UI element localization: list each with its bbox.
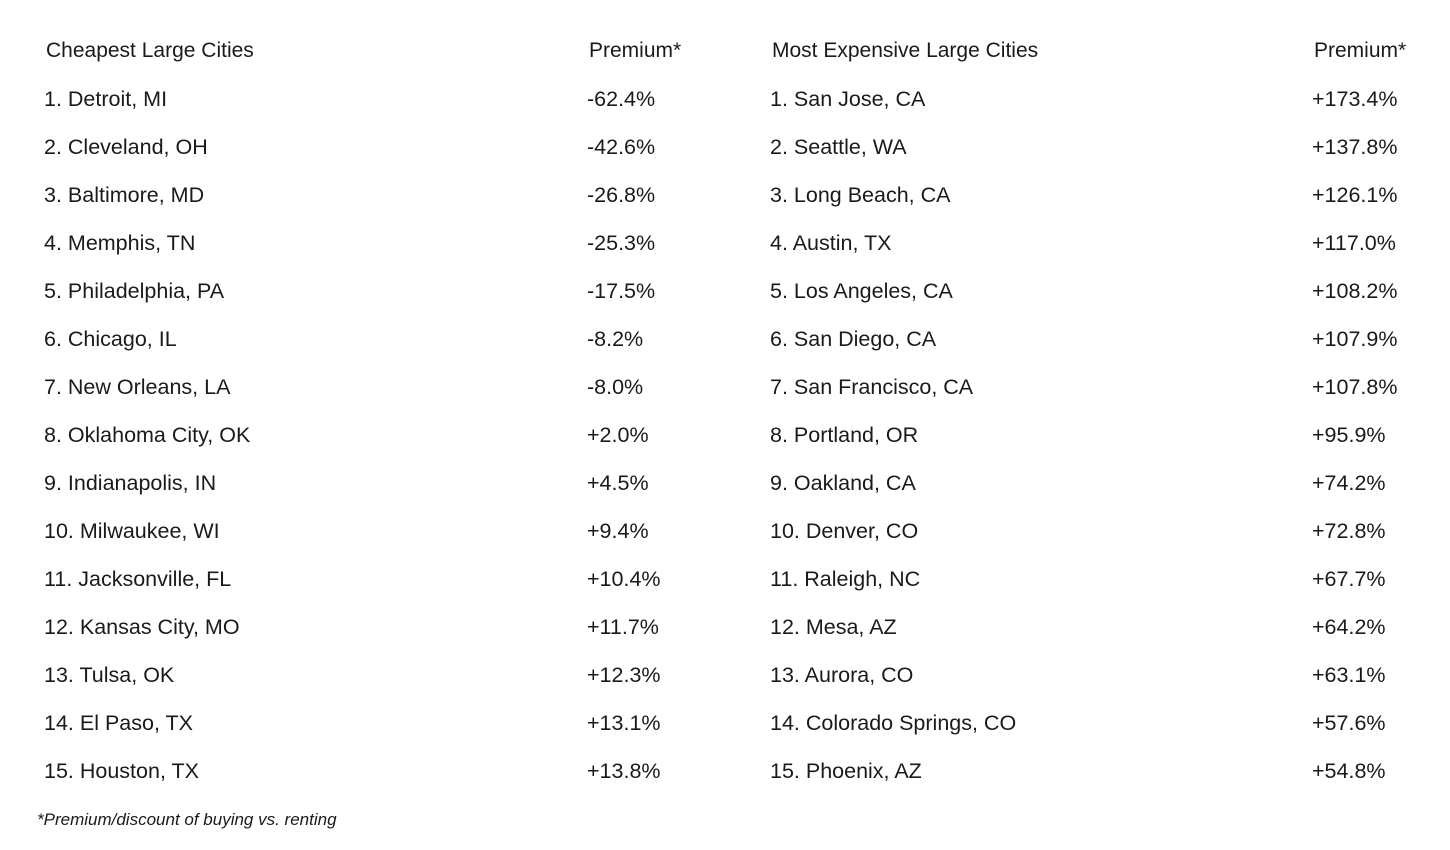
expensive-city: 8. Portland, OR	[770, 423, 919, 447]
cheapest-premium: +4.5%	[587, 471, 649, 495]
cheapest-premium: -25.3%	[587, 231, 656, 255]
cheapest-premium-header: Premium*	[589, 39, 682, 62]
cheapest-premium: +9.4%	[587, 519, 649, 543]
table-row: 2. Cleveland, OH -42.6% 2. Seattle, WA +137…	[0, 132, 1450, 180]
cheapest-city: 2. Cleveland, OH	[44, 135, 208, 159]
cheapest-city: 8. Oklahoma City, OK	[44, 423, 251, 447]
expensive-city: 14. Colorado Springs, CO	[770, 711, 1017, 735]
cheapest-city: 9. Indianapolis, IN	[44, 471, 217, 495]
table-row: 12. Kansas City, MO +11.7% 12. Mesa, AZ +64…	[0, 612, 1450, 660]
cheapest-premium: +2.0%	[587, 423, 649, 447]
expensive-premium: +107.8%	[1312, 375, 1398, 399]
table-row: 4. Memphis, TN -25.3% 4. Austin, TX +117.0%	[0, 228, 1450, 276]
expensive-city: 12. Mesa, AZ	[770, 615, 897, 639]
expensive-premium: +107.9%	[1312, 327, 1398, 351]
expensive-cities-header: Most Expensive Large Cities	[772, 39, 1039, 62]
expensive-city: 10. Denver, CO	[770, 519, 919, 543]
cheapest-city: 7. New Orleans, LA	[44, 375, 231, 399]
expensive-premium: +72.8%	[1312, 519, 1386, 543]
cheapest-city: 10. Milwaukee, WI	[44, 519, 220, 543]
cheapest-premium: -62.4%	[587, 87, 656, 111]
expensive-city: 7. San Francisco, CA	[770, 375, 974, 399]
cheapest-city: 1. Detroit, MI	[44, 87, 168, 111]
expensive-city: 15. Phoenix, AZ	[770, 759, 922, 783]
cheapest-premium: +12.3%	[587, 663, 661, 687]
cheapest-city: 15. Houston, TX	[44, 759, 199, 783]
expensive-premium: +173.4%	[1312, 87, 1398, 111]
expensive-premium: +63.1%	[1312, 663, 1386, 687]
expensive-premium: +64.2%	[1312, 615, 1386, 639]
cheapest-premium: +13.8%	[587, 759, 661, 783]
cheapest-city: 12. Kansas City, MO	[44, 615, 240, 639]
table-row: 9. Indianapolis, IN +4.5% 9. Oakland, CA +7…	[0, 468, 1450, 516]
expensive-premium: +126.1%	[1312, 183, 1398, 207]
cheapest-city: 3. Baltimore, MD	[44, 183, 205, 207]
table-row: 10. Milwaukee, WI +9.4% 10. Denver, CO +72.…	[0, 516, 1450, 564]
table-row: 7. New Orleans, LA -8.0% 7. San Francisco,…	[0, 372, 1450, 420]
expensive-premium: +108.2%	[1312, 279, 1398, 303]
expensive-city: 13. Aurora, CO	[770, 663, 914, 687]
cheapest-premium: +13.1%	[587, 711, 661, 735]
cheapest-cities-header: Cheapest Large Cities	[46, 39, 254, 62]
table-row: 5. Philadelphia, PA -17.5% 5. Los Angeles,…	[0, 276, 1450, 324]
expensive-premium-header: Premium*	[1314, 39, 1407, 62]
table-row: 8. Oklahoma City, OK +2.0% 8. Portland, OR…	[0, 420, 1450, 468]
cheapest-premium: -42.6%	[587, 135, 656, 159]
cheapest-premium: +11.7%	[587, 615, 659, 639]
cheapest-city: 5. Philadelphia, PA	[44, 279, 225, 303]
expensive-city: 3. Long Beach, CA	[770, 183, 951, 207]
cheapest-city: 13. Tulsa, OK	[44, 663, 175, 687]
cheapest-city: 11. Jacksonville, FL	[44, 567, 232, 591]
expensive-premium: +57.6%	[1312, 711, 1386, 735]
expensive-premium: +95.9%	[1312, 423, 1386, 447]
expensive-premium: +117.0%	[1312, 231, 1396, 255]
cheapest-premium: +10.4%	[587, 567, 661, 591]
table-row: 14. El Paso, TX +13.1% 14. Colorado Spring…	[0, 708, 1450, 756]
expensive-premium: +54.8%	[1312, 759, 1386, 783]
expensive-city: 1. San Jose, CA	[770, 87, 926, 111]
expensive-premium: +67.7%	[1312, 567, 1386, 591]
table-row: 6. Chicago, IL -8.2% 6. San Diego, CA +107.…	[0, 324, 1450, 372]
expensive-city: 5. Los Angeles, CA	[770, 279, 953, 303]
cheapest-premium: -8.2%	[587, 327, 644, 351]
table-row: 3. Baltimore, MD -26.8% 3. Long Beach, CA +…	[0, 180, 1450, 228]
table-header: Cheapest Large Cities Premium* Most Expe…	[0, 36, 1450, 66]
table-row: 1. Detroit, MI -62.4% 1. San Jose, CA +173.…	[0, 84, 1450, 132]
footnote: *Premium/discount of buying vs. renting	[37, 810, 337, 829]
expensive-premium: +74.2%	[1312, 471, 1386, 495]
expensive-city: 4. Austin, TX	[770, 231, 892, 255]
expensive-city: 9. Oakland, CA	[770, 471, 916, 495]
cheapest-premium: -17.5%	[587, 279, 656, 303]
cheapest-premium: -8.0%	[587, 375, 644, 399]
cheapest-city: 14. El Paso, TX	[44, 711, 193, 735]
expensive-city: 6. San Diego, CA	[770, 327, 937, 351]
table-row: 11. Jacksonville, FL +10.4% 11. Raleigh, N…	[0, 564, 1450, 612]
cheapest-premium: -26.8%	[587, 183, 656, 207]
table-row: 15. Houston, TX +13.8% 15. Phoenix, AZ +54.…	[0, 756, 1450, 804]
expensive-city: 2. Seattle, WA	[770, 135, 907, 159]
table-row: 13. Tulsa, OK +12.3% 13. Aurora, CO +63.1%	[0, 660, 1450, 708]
expensive-premium: +137.8%	[1312, 135, 1398, 159]
table-body: 1. Detroit, MI -62.4% 1. San Jose, CA +173.…	[0, 84, 1450, 804]
cheapest-city: 6. Chicago, IL	[44, 327, 177, 351]
expensive-city: 11. Raleigh, NC	[770, 567, 921, 591]
cheapest-city: 4. Memphis, TN	[44, 231, 196, 255]
